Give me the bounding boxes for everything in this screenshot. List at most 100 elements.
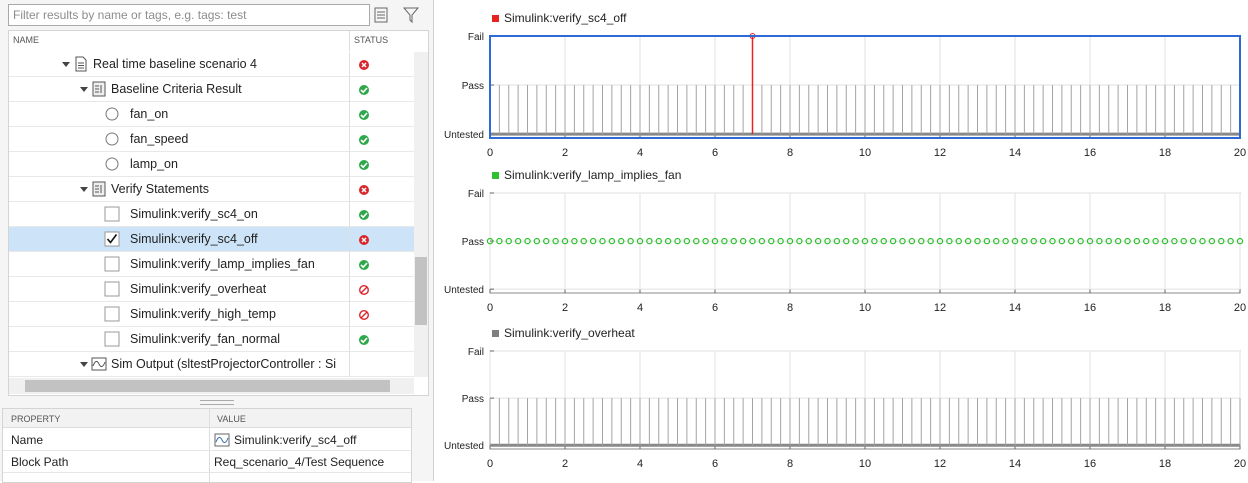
marker bbox=[796, 237, 803, 245]
marker bbox=[880, 237, 887, 245]
tree-row[interactable]: Real time baseline scenario 4 bbox=[9, 52, 414, 77]
marker bbox=[946, 237, 953, 245]
expand-arrow bbox=[80, 87, 88, 92]
marker bbox=[486, 237, 494, 245]
tree-row[interactable]: Simulink:verify_sc4_on bbox=[9, 202, 414, 227]
node-icon bbox=[105, 157, 119, 171]
status-icon bbox=[359, 160, 369, 170]
tree-row[interactable]: Verify Statements bbox=[9, 177, 414, 202]
y-tick-label: Fail bbox=[468, 32, 484, 43]
y-tick-label: Pass bbox=[462, 237, 484, 248]
criteria-mark bbox=[95, 185, 102, 193]
h-scrollbar[interactable] bbox=[9, 378, 414, 394]
status-cell bbox=[349, 177, 414, 202]
marker bbox=[1208, 237, 1216, 245]
status-pass bbox=[359, 135, 369, 145]
tree-row[interactable]: Simulink:verify_lamp_implies_fan bbox=[9, 252, 414, 277]
check bbox=[360, 137, 368, 144]
y-tick-label: Fail bbox=[468, 189, 484, 200]
x-tick-label: 6 bbox=[712, 302, 718, 314]
x-tick-label: 12 bbox=[934, 147, 946, 159]
tree-row[interactable]: lamp_on bbox=[9, 152, 414, 177]
x-tick-label: 16 bbox=[1084, 302, 1096, 314]
tree-row[interactable]: Simulink:verify_fan_normal bbox=[9, 327, 414, 352]
doc bbox=[75, 56, 87, 72]
tree-row[interactable]: fan_speed bbox=[9, 127, 414, 152]
marker bbox=[955, 237, 962, 245]
status-pass bbox=[359, 160, 369, 170]
check bbox=[360, 87, 368, 94]
x-tick-label: 20 bbox=[1234, 147, 1246, 159]
checkmark bbox=[106, 234, 118, 244]
marker bbox=[1068, 237, 1075, 245]
x-tick-label: 14 bbox=[1009, 302, 1021, 314]
marker bbox=[702, 237, 709, 245]
node-label: Verify Statements bbox=[111, 182, 209, 196]
tree-row[interactable]: Simulink:verify_sc4_off bbox=[9, 227, 414, 252]
status-cell bbox=[349, 52, 414, 77]
filter-icon[interactable] bbox=[402, 5, 420, 25]
status-icon bbox=[359, 335, 369, 345]
column-header: STATUS bbox=[354, 35, 389, 45]
node-label: Simulink:verify_high_temp bbox=[130, 307, 276, 321]
status-icon bbox=[358, 284, 370, 296]
tree-row[interactable]: Baseline Criteria Result bbox=[9, 77, 414, 102]
status-cell bbox=[349, 102, 414, 127]
node-label: Simulink:verify_sc4_on bbox=[130, 207, 258, 221]
status-cell bbox=[349, 202, 414, 227]
scroll-thumb[interactable] bbox=[415, 257, 427, 325]
column-header: VALUE bbox=[217, 414, 246, 424]
list-icon[interactable] bbox=[372, 6, 390, 24]
marker bbox=[580, 237, 587, 245]
marker bbox=[608, 237, 616, 245]
property-name: Block Path bbox=[11, 455, 69, 469]
column-divider bbox=[349, 31, 350, 51]
node-icon bbox=[91, 357, 107, 371]
node-label: lamp_on bbox=[130, 157, 178, 171]
marker bbox=[730, 237, 737, 245]
search-box[interactable]: Filter results by name or tags, e.g. tag… bbox=[8, 4, 370, 26]
marker bbox=[1227, 237, 1234, 245]
node-icon bbox=[104, 331, 120, 347]
marker bbox=[739, 237, 747, 245]
marker bbox=[1086, 237, 1094, 245]
column-header: PROPERTY bbox=[11, 414, 61, 424]
status-icon bbox=[359, 235, 369, 245]
status-cell bbox=[349, 352, 414, 377]
x-tick-label: 4 bbox=[637, 302, 643, 314]
checkbox bbox=[104, 331, 120, 347]
slash bbox=[360, 311, 368, 319]
marker bbox=[861, 237, 869, 245]
criteria-mark bbox=[95, 85, 102, 93]
legend-swatch bbox=[492, 172, 499, 179]
splitter[interactable] bbox=[200, 400, 234, 405]
status-cell bbox=[349, 277, 414, 302]
marker bbox=[889, 237, 897, 245]
x-tick-label: 14 bbox=[1009, 147, 1021, 159]
checkbox bbox=[104, 206, 120, 222]
scroll-thumb[interactable] bbox=[25, 380, 390, 392]
tree-row[interactable]: fan_on bbox=[9, 102, 414, 127]
x-tick-label: 20 bbox=[1234, 458, 1246, 470]
node-label: Simulink:verify_fan_normal bbox=[130, 332, 281, 346]
marker bbox=[721, 237, 728, 245]
status-cell bbox=[349, 302, 414, 327]
status-disabled bbox=[358, 309, 370, 321]
marker bbox=[814, 237, 822, 245]
tree-row[interactable]: Sim Output (sltestProjectorController : … bbox=[9, 352, 414, 377]
v-scrollbar[interactable] bbox=[414, 52, 428, 377]
y-tick-label: Fail bbox=[468, 347, 484, 358]
tree-row[interactable]: Simulink:verify_high_temp bbox=[9, 302, 414, 327]
legend-swatch bbox=[492, 15, 499, 22]
marker bbox=[1114, 237, 1122, 245]
doc-lines bbox=[78, 62, 84, 69]
tree-row[interactable]: Simulink:verify_overheat bbox=[9, 277, 414, 302]
node-label: Simulink:verify_sc4_off bbox=[130, 232, 258, 246]
status-cell bbox=[349, 327, 414, 352]
x-tick-label: 12 bbox=[934, 302, 946, 314]
marker bbox=[918, 237, 925, 245]
x-tick-label: 14 bbox=[1009, 458, 1021, 470]
status-icon bbox=[359, 260, 369, 270]
